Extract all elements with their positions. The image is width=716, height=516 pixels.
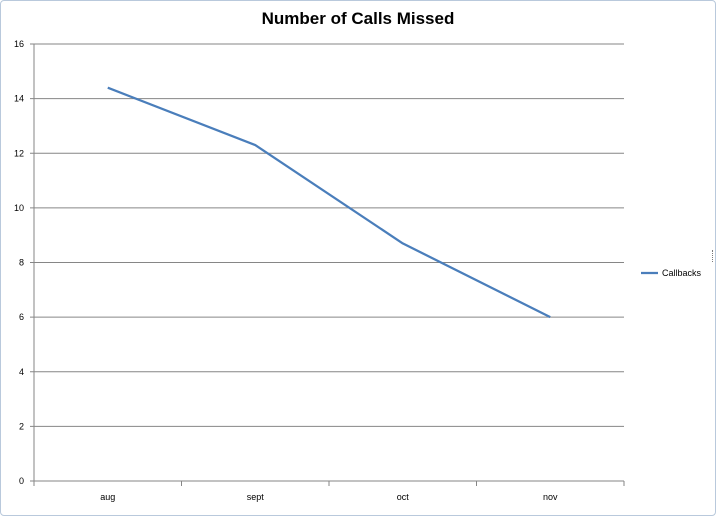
x-tick-label: aug bbox=[100, 492, 115, 502]
y-tick-label: 2 bbox=[19, 421, 24, 431]
y-tick-label: 14 bbox=[14, 94, 24, 104]
y-tick-label: 8 bbox=[19, 258, 24, 268]
x-axis-ticks: aug sept oct nov bbox=[33, 481, 625, 502]
y-tick-label: 12 bbox=[14, 148, 24, 158]
x-tick-label: oct bbox=[397, 492, 410, 502]
y-tick-label: 6 bbox=[19, 312, 24, 322]
y-tick-label: 16 bbox=[14, 39, 24, 49]
series-line-callbacks bbox=[107, 86, 551, 319]
x-tick-label: sept bbox=[247, 492, 265, 502]
legend-label: Callbacks bbox=[662, 268, 702, 278]
legend: Callbacks bbox=[641, 268, 702, 278]
y-tick-label: 4 bbox=[19, 367, 24, 377]
x-tick-label: nov bbox=[543, 492, 558, 502]
resize-handle[interactable] bbox=[712, 250, 716, 262]
chart-title: Number of Calls Missed bbox=[261, 9, 455, 28]
y-tick-label: 10 bbox=[14, 203, 24, 213]
y-axis-ticks: 0 2 4 6 8 10 12 14 16 bbox=[14, 39, 24, 486]
series-group bbox=[107, 86, 551, 319]
y-tick-label: 0 bbox=[19, 476, 24, 486]
gridlines bbox=[30, 43, 624, 482]
